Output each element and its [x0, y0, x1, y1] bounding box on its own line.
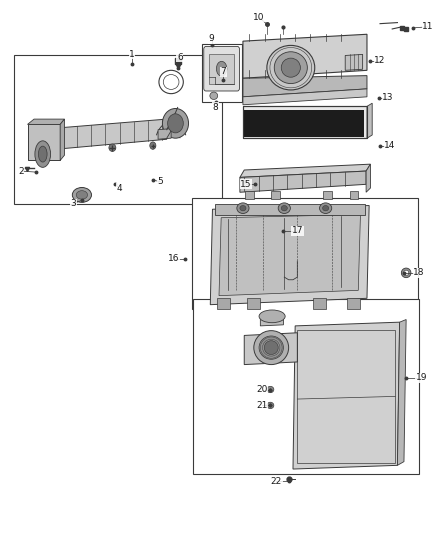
Bar [28, 124, 60, 160]
Polygon shape [28, 119, 64, 124]
Ellipse shape [259, 336, 283, 359]
Bar [323, 191, 332, 199]
Bar [297, 330, 395, 463]
Bar [271, 191, 280, 199]
Text: 13: 13 [382, 93, 394, 102]
Ellipse shape [150, 142, 156, 149]
Bar [244, 110, 364, 136]
Bar [245, 191, 254, 199]
Text: 1: 1 [129, 50, 135, 59]
Text: 18: 18 [413, 268, 425, 277]
Bar [247, 298, 260, 309]
Bar [192, 198, 418, 309]
Text: 15: 15 [240, 180, 252, 189]
Polygon shape [293, 322, 399, 469]
Ellipse shape [267, 45, 315, 90]
Bar [347, 298, 360, 309]
Text: 5: 5 [157, 177, 163, 186]
Ellipse shape [39, 146, 47, 162]
Polygon shape [366, 164, 371, 192]
Ellipse shape [403, 270, 409, 276]
Bar [313, 298, 325, 309]
Bar [201, 44, 242, 102]
Ellipse shape [240, 206, 246, 211]
Polygon shape [60, 119, 64, 160]
Text: 12: 12 [374, 56, 386, 65]
Polygon shape [210, 206, 369, 305]
Text: 4: 4 [116, 183, 122, 192]
Text: 17: 17 [292, 227, 303, 236]
Polygon shape [240, 164, 371, 177]
Polygon shape [367, 103, 372, 138]
Polygon shape [345, 54, 363, 70]
Ellipse shape [320, 203, 332, 214]
Bar [14, 55, 223, 204]
Ellipse shape [281, 206, 287, 211]
Polygon shape [243, 34, 367, 78]
Bar [193, 300, 419, 474]
Ellipse shape [267, 402, 274, 409]
Ellipse shape [278, 203, 290, 214]
Text: 14: 14 [385, 141, 396, 150]
Ellipse shape [162, 109, 188, 138]
Bar [243, 107, 367, 138]
Text: 3: 3 [71, 199, 76, 208]
Polygon shape [260, 316, 283, 326]
Text: 16: 16 [168, 254, 179, 263]
Polygon shape [158, 128, 171, 139]
Ellipse shape [72, 188, 92, 203]
Ellipse shape [76, 191, 88, 199]
Ellipse shape [401, 268, 411, 278]
Text: 10: 10 [253, 13, 265, 22]
Bar [215, 204, 365, 215]
Text: 21: 21 [256, 401, 267, 410]
Ellipse shape [35, 141, 50, 167]
Bar [243, 107, 367, 138]
Polygon shape [49, 119, 167, 150]
Polygon shape [243, 89, 367, 105]
Ellipse shape [216, 61, 227, 76]
Ellipse shape [267, 386, 274, 393]
Ellipse shape [281, 58, 300, 77]
Text: 22: 22 [271, 477, 282, 486]
Bar [209, 54, 234, 84]
Ellipse shape [210, 92, 218, 100]
Bar [217, 298, 230, 309]
Ellipse shape [259, 310, 285, 322]
Text: 2: 2 [18, 166, 24, 175]
Ellipse shape [109, 144, 116, 151]
Polygon shape [243, 76, 367, 97]
Polygon shape [397, 319, 406, 465]
Polygon shape [244, 333, 297, 365]
Text: 11: 11 [422, 22, 434, 31]
Ellipse shape [274, 52, 307, 84]
Polygon shape [240, 171, 366, 192]
Ellipse shape [237, 203, 249, 214]
Ellipse shape [168, 114, 184, 133]
FancyBboxPatch shape [204, 46, 240, 91]
Text: 19: 19 [416, 373, 427, 382]
Ellipse shape [322, 206, 328, 211]
Ellipse shape [264, 341, 278, 354]
Text: 9: 9 [209, 34, 215, 43]
Bar [350, 191, 358, 199]
Polygon shape [219, 215, 360, 296]
Ellipse shape [254, 330, 289, 365]
Text: 6: 6 [177, 53, 183, 62]
Text: 8: 8 [212, 103, 219, 112]
Text: 7: 7 [220, 67, 226, 76]
Text: 20: 20 [256, 385, 267, 394]
